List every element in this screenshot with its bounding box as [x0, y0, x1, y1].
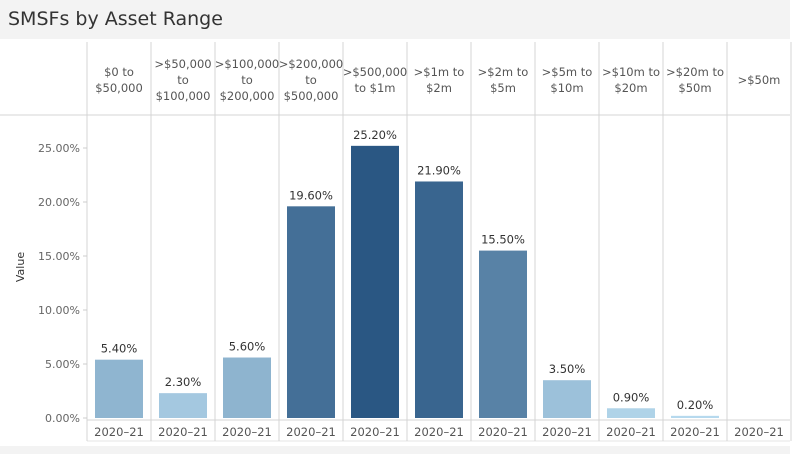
y-axis-label: Value — [14, 252, 27, 282]
sub-category-label: 2020–21 — [286, 425, 336, 439]
category-header-label: $20m — [614, 81, 647, 95]
sub-category-label: 2020–21 — [734, 425, 784, 439]
category-header-label: >$500,000 — [343, 65, 408, 79]
sub-category-label: 2020–21 — [606, 425, 656, 439]
category-header-label: >$10m to — [602, 65, 660, 79]
category-header-label: >$200,000 — [279, 57, 344, 71]
y-tick-label: 10.00% — [38, 304, 80, 317]
category-header-label: >$100,000 — [215, 57, 280, 71]
category-header-label: >$1m to — [414, 65, 465, 79]
category-header-label: >$20m to — [666, 65, 724, 79]
bar — [671, 415, 719, 418]
bar — [607, 408, 655, 418]
category-header-label: $10m — [550, 81, 583, 95]
sub-category-label: 2020–21 — [478, 425, 528, 439]
data-label: 21.90% — [417, 163, 461, 177]
bar — [287, 206, 335, 418]
category-header-label: $200,000 — [220, 89, 275, 103]
bar — [415, 181, 463, 418]
y-tick-label: 25.00% — [38, 142, 80, 155]
category-header-label: to — [241, 73, 253, 87]
category-header-label: $500,000 — [284, 89, 339, 103]
data-label: 19.60% — [289, 188, 333, 202]
category-header-label: >$2m to — [478, 65, 529, 79]
bar — [223, 357, 271, 418]
sub-category-label: 2020–21 — [350, 425, 400, 439]
sub-category-label: 2020–21 — [670, 425, 720, 439]
data-label: 25.20% — [353, 128, 397, 142]
bar — [95, 359, 143, 418]
bottom-bar — [0, 446, 790, 454]
sub-category-label: 2020–21 — [414, 425, 464, 439]
category-header-label: $0 to — [104, 65, 134, 79]
category-header-label: >$5m to — [542, 65, 593, 79]
sub-category-label: 2020–21 — [94, 425, 144, 439]
category-header-label: $50,000 — [95, 81, 143, 95]
bar — [479, 250, 527, 418]
title-bar: SMSFs by Asset Range — [0, 0, 790, 39]
y-tick-label: 20.00% — [38, 196, 80, 209]
data-label: 5.40% — [101, 342, 138, 356]
category-header-label: $5m — [490, 81, 516, 95]
sub-category-label: 2020–21 — [158, 425, 208, 439]
data-label: 0.20% — [677, 398, 714, 412]
category-header-label: >$50m — [738, 73, 781, 87]
y-tick-label: 5.00% — [45, 358, 80, 371]
y-tick-label: 15.00% — [38, 250, 80, 263]
category-header-label: to — [305, 73, 317, 87]
y-tick-label: 0.00% — [45, 412, 80, 425]
data-label: 15.50% — [481, 233, 525, 247]
data-label: 5.60% — [229, 340, 266, 354]
bar — [543, 380, 591, 418]
data-label: 2.30% — [165, 375, 202, 389]
chart-title: SMSFs by Asset Range — [8, 8, 223, 30]
data-label: 3.50% — [549, 362, 586, 376]
category-header-label: to — [177, 73, 189, 87]
bar — [351, 145, 399, 418]
category-header-label: $2m — [426, 81, 452, 95]
data-label: 0.90% — [613, 390, 650, 404]
category-header-label: $100,000 — [156, 89, 211, 103]
sub-category-label: 2020–21 — [542, 425, 592, 439]
category-header-label: to $1m — [354, 81, 395, 95]
category-header-label: >$50,000 — [154, 57, 211, 71]
bar — [159, 393, 207, 418]
sub-category-label: 2020–21 — [222, 425, 272, 439]
category-header-label: $50m — [678, 81, 711, 95]
